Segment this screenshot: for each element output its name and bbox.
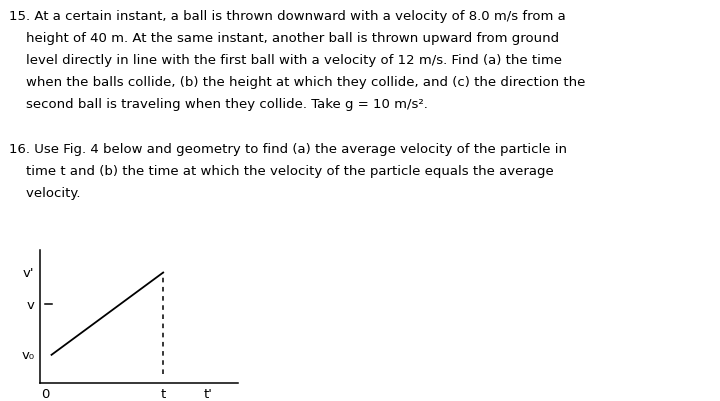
Text: v₀: v₀ xyxy=(22,348,35,361)
Text: second ball is traveling when they collide. Take g = 10 m/s².: second ball is traveling when they colli… xyxy=(9,98,428,111)
Text: when the balls collide, (b) the height at which they collide, and (c) the direct: when the balls collide, (b) the height a… xyxy=(9,76,586,89)
Text: t: t xyxy=(161,387,166,400)
Text: level directly in line with the first ball with a velocity of 12 m/s. Find (a) t: level directly in line with the first ba… xyxy=(9,54,562,67)
Text: 0: 0 xyxy=(41,387,50,400)
Text: height of 40 m. At the same instant, another ball is thrown upward from ground: height of 40 m. At the same instant, ano… xyxy=(9,32,559,45)
Text: 15. At a certain instant, a ball is thrown downward with a velocity of 8.0 m/s f: 15. At a certain instant, a ball is thro… xyxy=(9,10,566,23)
Text: v': v' xyxy=(23,266,35,279)
Text: 16. Use Fig. 4 below and geometry to find (a) the average velocity of the partic: 16. Use Fig. 4 below and geometry to fin… xyxy=(9,142,567,155)
Text: t': t' xyxy=(203,387,212,400)
Text: velocity.: velocity. xyxy=(9,186,81,199)
Text: time t and (b) the time at which the velocity of the particle equals the average: time t and (b) the time at which the vel… xyxy=(9,164,554,177)
Text: v: v xyxy=(27,298,35,311)
